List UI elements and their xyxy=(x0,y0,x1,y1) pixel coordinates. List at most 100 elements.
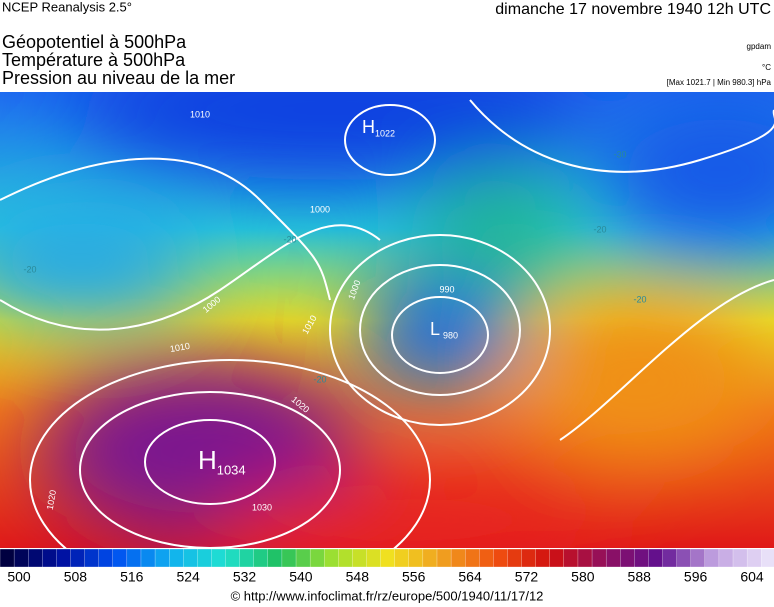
colorbar-swatch xyxy=(169,548,184,568)
isobar-label: 1020 xyxy=(45,489,58,510)
colorbar-swatch xyxy=(521,548,537,568)
colorbar-label: 540 xyxy=(289,569,313,585)
colorbar-swatch xyxy=(634,548,650,568)
colorbar-swatch xyxy=(309,548,325,568)
isotherm-label: -20 xyxy=(313,374,326,384)
isobar-label: 990 xyxy=(439,284,454,294)
colorbar-swatch xyxy=(225,548,241,568)
colorbar-swatch xyxy=(493,548,509,568)
colorbar-swatch xyxy=(183,548,198,568)
colorbar-swatch xyxy=(422,548,438,568)
colorbar-swatch xyxy=(662,548,678,568)
center-value: 980 xyxy=(443,331,458,341)
colorbar-swatch xyxy=(746,548,762,568)
center-letter: H xyxy=(362,117,375,137)
center-letter: H xyxy=(198,445,217,475)
isotherm-label: -20 xyxy=(593,224,606,234)
colorbar-swatch xyxy=(352,548,368,568)
colorbar-swatch xyxy=(295,548,311,568)
colorbar-swatch xyxy=(126,548,142,568)
unit: °C xyxy=(762,63,771,72)
colorbar-swatch xyxy=(42,548,58,568)
field-title: Géopotentiel à 500hPa xyxy=(2,32,187,52)
colorbar-label: 524 xyxy=(176,569,200,585)
colorbar-swatch xyxy=(84,548,100,568)
center-value: 1034 xyxy=(217,463,246,478)
colorbar-swatch xyxy=(394,548,410,568)
field-title: Pression au niveau de la mer xyxy=(2,68,235,88)
colorbar-swatch xyxy=(408,548,424,568)
colorbar-swatch xyxy=(761,548,774,568)
colorbar-swatch xyxy=(704,548,720,568)
colorbar-swatch xyxy=(281,548,297,568)
colorbar-swatch xyxy=(507,548,523,568)
isobar-label: 1010 xyxy=(169,341,190,354)
colorbar-swatch xyxy=(267,548,283,568)
colorbar-swatch xyxy=(690,548,706,568)
colorbar-label: 532 xyxy=(233,569,257,585)
colorbar-swatch xyxy=(479,548,495,568)
isobar-label: 1030 xyxy=(252,502,272,512)
colorbar-label: 564 xyxy=(458,569,482,585)
colorbar-label: 548 xyxy=(346,569,370,585)
colorbar-label: 604 xyxy=(740,569,764,585)
colorbar-swatch xyxy=(676,548,692,568)
colorbar-label: 516 xyxy=(120,569,144,585)
colorbar-swatch xyxy=(591,548,607,568)
colorbar-swatch xyxy=(28,548,43,568)
field-blobs xyxy=(0,92,774,548)
colorbar-swatch xyxy=(563,548,579,568)
colorbar-swatch xyxy=(338,548,354,568)
colorbar-swatch xyxy=(549,548,565,568)
footer: © http://www.infoclimat.fr/rz/europe/500… xyxy=(231,588,544,603)
colorbar-swatch xyxy=(197,548,213,568)
colorbar-swatch xyxy=(577,548,593,568)
colorbar-label: 556 xyxy=(402,569,426,585)
colorbar-swatch xyxy=(366,548,382,568)
center-value: 1022 xyxy=(375,129,395,139)
unit: gpdam xyxy=(747,42,772,51)
field-title: Température à 500hPa xyxy=(2,50,186,70)
colorbar-swatch xyxy=(718,548,734,568)
center-letter: L xyxy=(430,319,440,339)
colorbar-swatch xyxy=(324,548,339,568)
colorbar-swatch xyxy=(56,548,72,568)
colorbar-label: 572 xyxy=(515,569,539,585)
isobar-label: 1000 xyxy=(310,204,330,214)
colorbar-swatch xyxy=(605,548,621,568)
range: [Max 1021.7 | Min 980.3] hPa xyxy=(667,78,772,87)
colorbar-swatch xyxy=(253,548,269,568)
isobars xyxy=(0,99,774,548)
isotherm-label: -30 xyxy=(613,149,626,159)
colorbar-swatch xyxy=(648,548,664,568)
source: NCEP Reanalysis 2.5° xyxy=(2,0,132,14)
colorbar-swatch xyxy=(154,548,170,568)
date: dimanche 17 novembre 1940 12h UTC xyxy=(495,1,771,18)
isotherm-label: -20 xyxy=(23,264,36,274)
colorbar-swatch xyxy=(465,548,480,568)
colorbar-swatch xyxy=(98,548,114,568)
colorbar-swatch xyxy=(112,548,128,568)
colorbar-swatch xyxy=(70,548,86,568)
colorbar-label: 580 xyxy=(571,569,595,585)
colorbar-swatch xyxy=(0,548,15,568)
isotherm-label: -20 xyxy=(633,294,646,304)
colorbar-swatch xyxy=(436,548,452,568)
isobar-label: 1010 xyxy=(190,109,210,119)
colorbar-swatch xyxy=(535,548,551,568)
colorbar-swatch xyxy=(140,548,156,568)
colorbar-label: 500 xyxy=(7,569,31,585)
colorbar-swatch xyxy=(13,548,29,568)
colorbar-label: 588 xyxy=(628,569,652,585)
colorbar-swatch xyxy=(620,548,635,568)
colorbar-label: 508 xyxy=(64,569,88,585)
colorbar-swatch xyxy=(732,548,748,568)
colorbar-swatch xyxy=(380,548,396,568)
colorbar-swatch xyxy=(239,548,255,568)
colorbar-swatch xyxy=(211,548,227,568)
colorbar-swatch xyxy=(450,548,466,568)
colorbar-label: 596 xyxy=(684,569,708,585)
isotherm-label: -20 xyxy=(283,234,296,244)
